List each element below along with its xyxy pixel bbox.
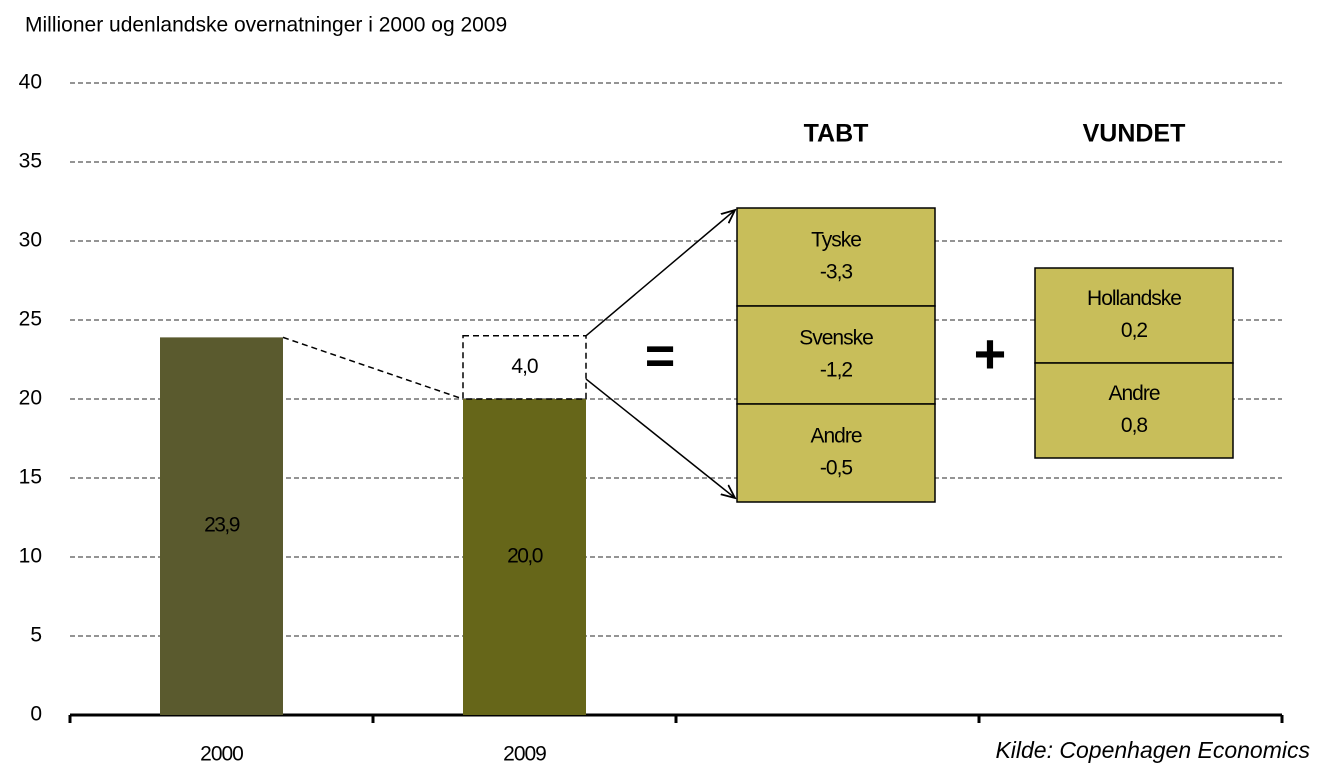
breakdown-box bbox=[1034, 267, 1234, 364]
group-title: TABT bbox=[804, 120, 869, 148]
breakdown-box bbox=[736, 403, 936, 503]
breakdown-box bbox=[736, 207, 936, 307]
breakdown-name: Tyske bbox=[811, 229, 861, 252]
x-tick-label: 2000 bbox=[200, 743, 243, 766]
connector bbox=[282, 336, 464, 400]
y-tick-label: 5 bbox=[30, 624, 42, 647]
breakdown-name: Svenske bbox=[799, 327, 873, 350]
breakdown-name: Andre bbox=[1108, 382, 1159, 405]
value-label: 23,9 bbox=[204, 514, 240, 537]
bar bbox=[463, 399, 586, 715]
value-label: 20,0 bbox=[507, 545, 543, 568]
operator: = bbox=[645, 328, 675, 386]
breakdown-value: -1,2 bbox=[820, 359, 853, 382]
bar bbox=[160, 337, 283, 715]
difference-box bbox=[462, 335, 587, 400]
y-tick-label: 20 bbox=[19, 387, 42, 410]
x-tick-label: 2009 bbox=[503, 743, 546, 766]
breakdown-value: 0,2 bbox=[1121, 319, 1148, 342]
breakdown-value: -0,5 bbox=[820, 457, 853, 480]
group-title: VUNDET bbox=[1083, 120, 1186, 148]
breakdown-name: Andre bbox=[810, 425, 861, 448]
difference-label: 4,0 bbox=[511, 355, 538, 378]
breakdown-value: 0,8 bbox=[1121, 414, 1148, 437]
arrow bbox=[585, 210, 735, 337]
y-tick-label: 35 bbox=[19, 150, 42, 173]
y-tick-label: 40 bbox=[19, 71, 42, 94]
y-tick-label: 30 bbox=[19, 229, 42, 252]
source: Kilde: Copenhagen Economics bbox=[995, 737, 1310, 763]
breakdown-name: Hollandske bbox=[1087, 287, 1181, 310]
breakdown-box bbox=[736, 305, 936, 405]
arrow bbox=[585, 378, 735, 498]
y-tick-label: 15 bbox=[19, 466, 42, 489]
chart-title: Millioner udenlandske overnatninger i 20… bbox=[25, 14, 507, 37]
breakdown-box bbox=[1034, 362, 1234, 459]
operator: + bbox=[974, 322, 1007, 385]
y-tick-label: 0 bbox=[30, 703, 42, 726]
breakdown-value: -3,3 bbox=[820, 261, 853, 284]
y-tick-label: 25 bbox=[19, 308, 42, 331]
y-tick-label: 10 bbox=[19, 545, 42, 568]
